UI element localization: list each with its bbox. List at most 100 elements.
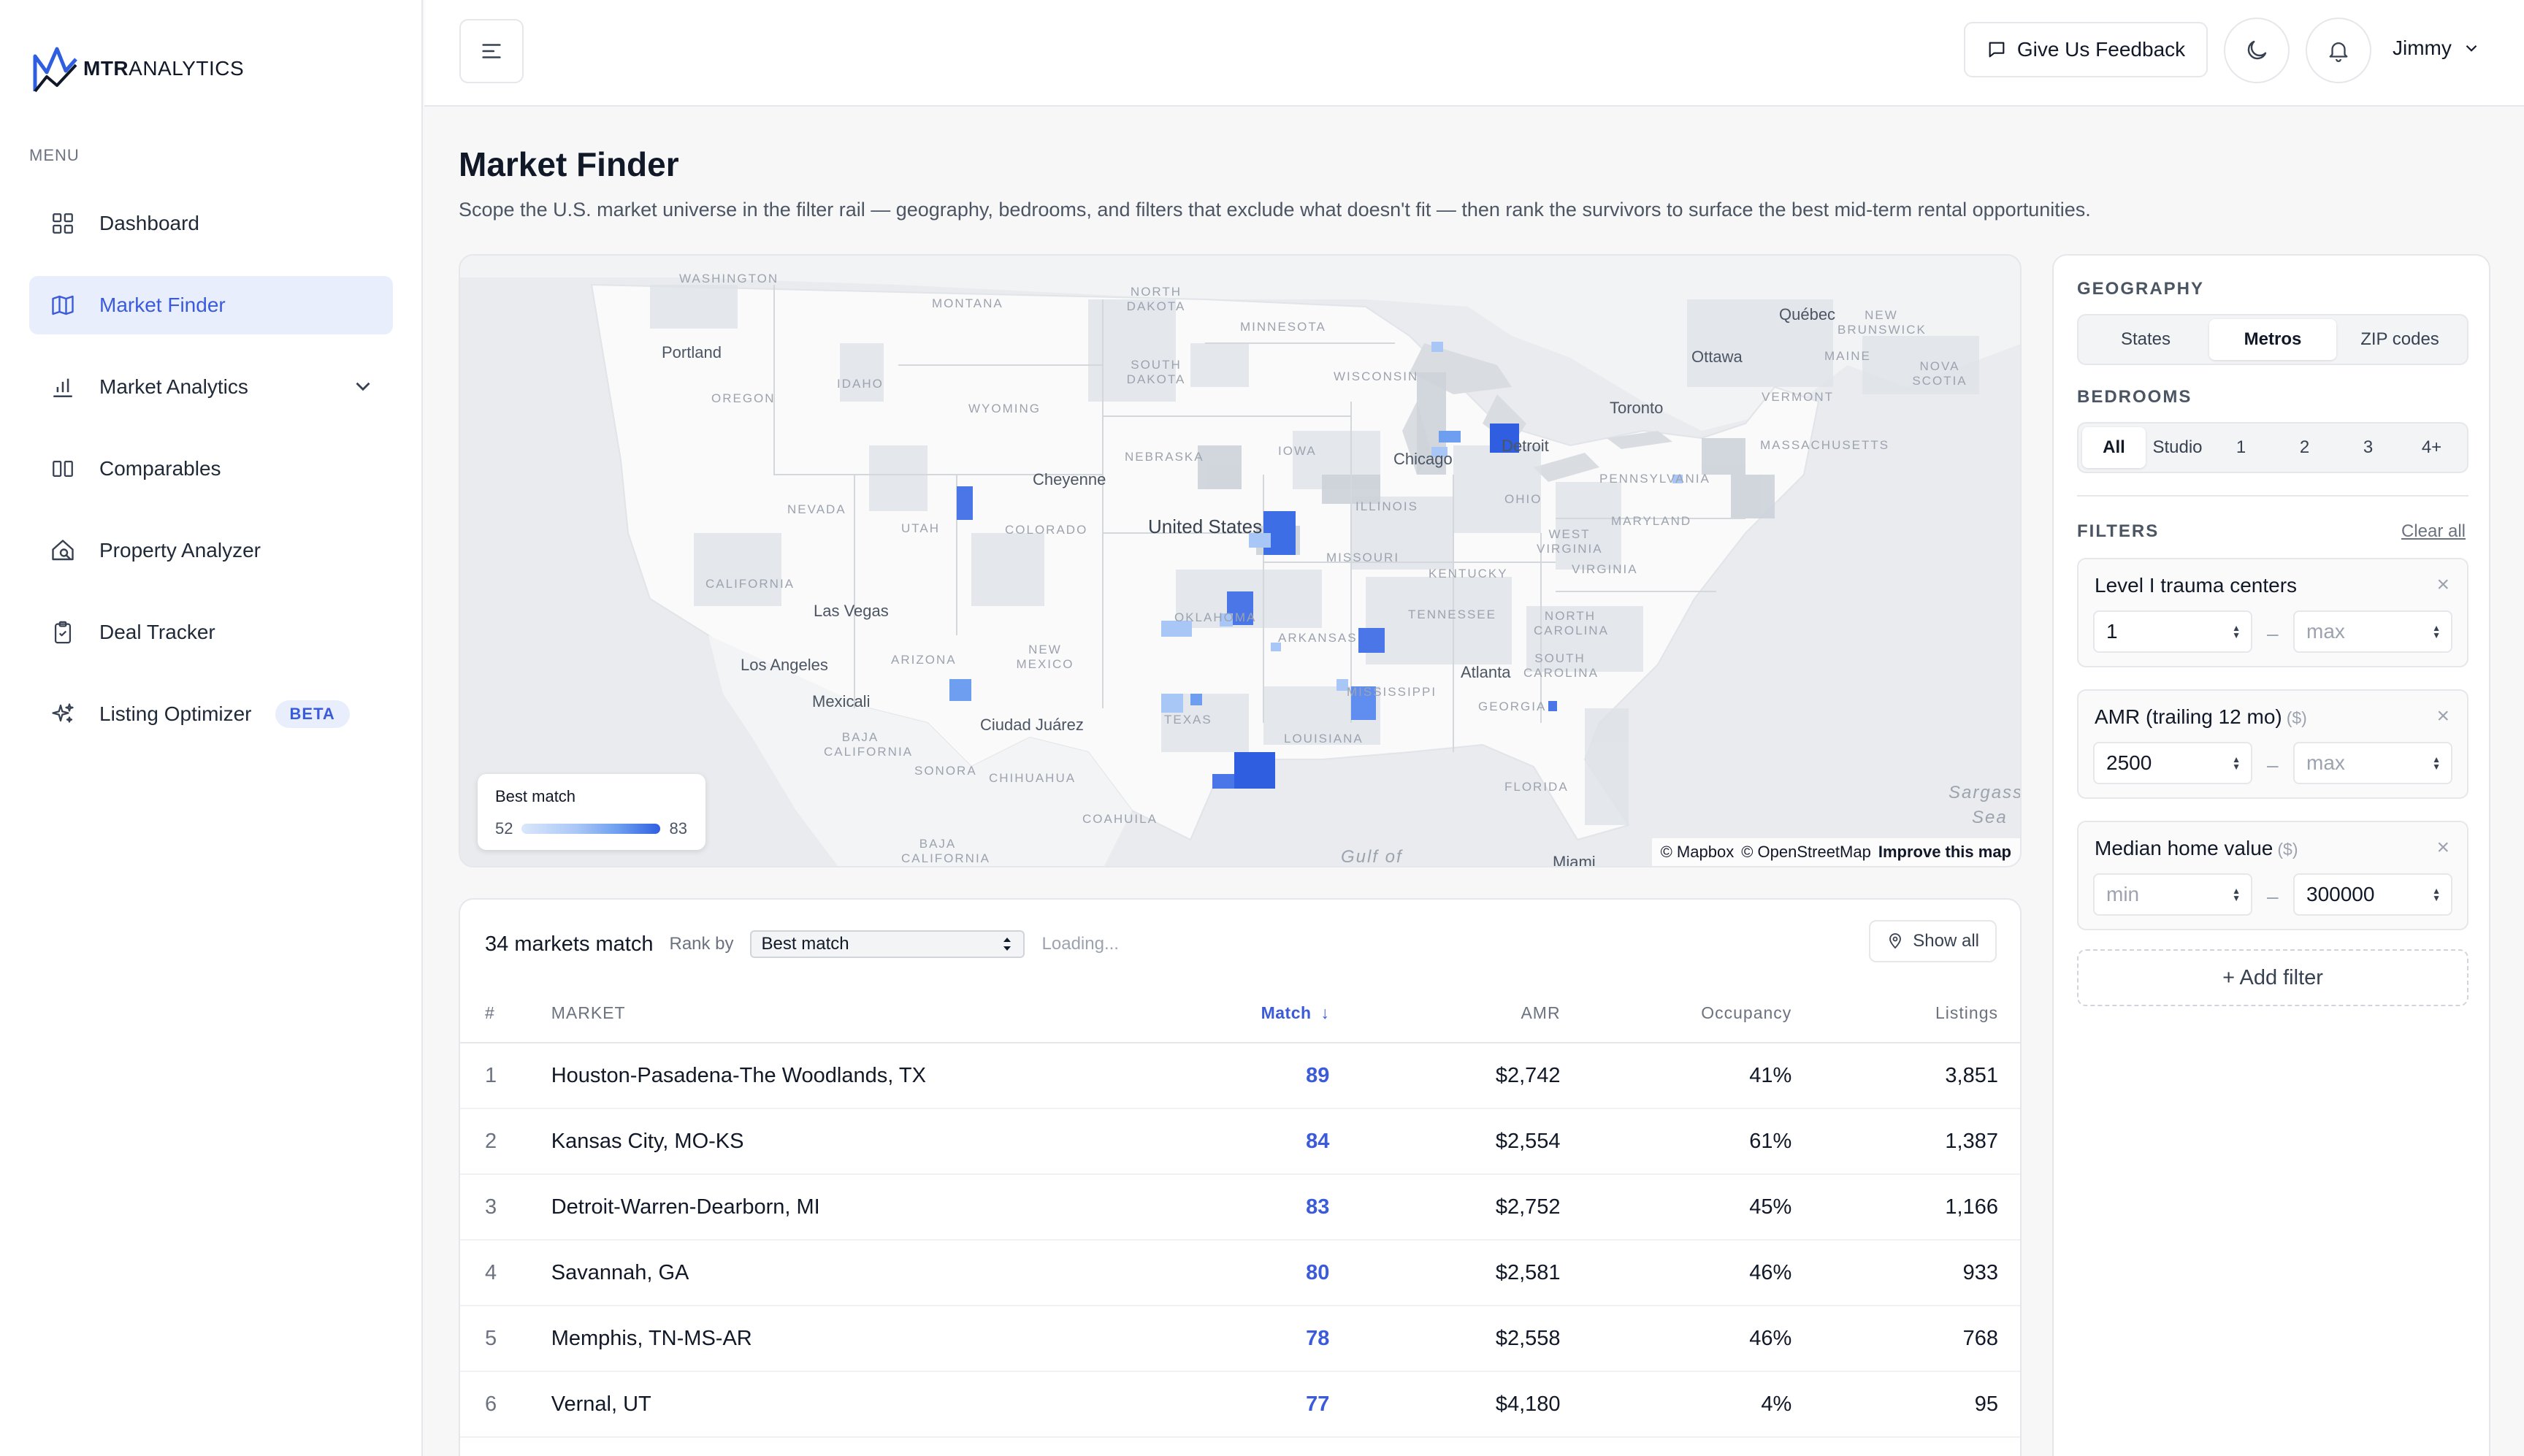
moon-icon — [2247, 40, 2267, 60]
map-label-state: WYOMING — [968, 402, 1041, 415]
stepper-icon[interactable]: ▲ ▼ — [2432, 623, 2441, 640]
column-match-label: Match — [1261, 1003, 1312, 1022]
map-label-state: CALIFORNIA — [705, 577, 795, 591]
bar-chart-icon — [48, 372, 77, 402]
stepper-icon[interactable]: ▲ ▼ — [2232, 886, 2241, 903]
map-legend: Best match 52 83 — [478, 774, 705, 850]
beta-badge: BETA — [275, 700, 350, 728]
stepper-icon[interactable]: ▲ ▼ — [2432, 754, 2441, 772]
page-title: Market Finder — [459, 145, 679, 183]
feedback-button[interactable]: Give Us Feedback — [1964, 22, 2208, 77]
column-market[interactable]: MARKET — [551, 984, 1114, 1043]
filter-max-input[interactable]: max ▲ ▼ — [2293, 742, 2452, 784]
select-arrows-icon — [1003, 938, 1011, 951]
column-listings[interactable]: Listings — [1791, 984, 2020, 1043]
map-label-state: UTAH — [901, 521, 941, 535]
cell-rank: 1 — [460, 1043, 551, 1109]
table-row[interactable]: 6 Vernal, UT 77 $4,180 4% 95 — [460, 1371, 2020, 1438]
sidebar-item-dashboard[interactable]: Dashboard — [29, 194, 393, 253]
clipboard-icon — [48, 618, 77, 647]
cell-match: 83 — [1113, 1174, 1330, 1241]
map-label-state: LOUISIANA — [1284, 732, 1364, 746]
bedroom-option-1[interactable]: 1 — [2236, 437, 2246, 457]
table-row[interactable]: 2 Kansas City, MO-KS 84 $2,554 61% 1,387 — [460, 1108, 2020, 1175]
map-label-state: MINNESOTA — [1240, 320, 1326, 334]
remove-filter-icon[interactable]: × — [2436, 704, 2450, 728]
sidebar-item-comparables[interactable]: Comparables — [29, 440, 393, 498]
map-label-country: United States — [1148, 516, 1263, 537]
rank-by-select[interactable]: Best match — [749, 930, 1025, 958]
table-row[interactable]: 3 Detroit-Warren-Dearborn, MI 83 $2,752 … — [460, 1174, 2020, 1241]
bedroom-option-3[interactable]: 3 — [2363, 437, 2374, 457]
bedroom-option-all[interactable]: All — [2082, 427, 2146, 468]
remove-filter-icon[interactable]: × — [2436, 572, 2450, 597]
geography-option-zip[interactable]: ZIP codes — [2360, 329, 2439, 349]
filters-label: FILTERS — [2077, 521, 2160, 541]
sidebar-item-market-analytics[interactable]: Market Analytics — [29, 358, 393, 416]
legend-min: 52 — [495, 819, 513, 838]
map-label-state: PENNSYLVANIA — [1599, 472, 1710, 486]
cell-market: Kansas City, MO-KS — [551, 1108, 1114, 1175]
improve-map-link[interactable]: Improve this map — [1878, 843, 2011, 861]
cell-amr: $2,752 — [1329, 1174, 1561, 1241]
map-label-state: FLORIDA — [1504, 780, 1569, 794]
map-label-state: WASHINGTON — [679, 272, 779, 286]
column-occupancy[interactable]: Occupancy — [1560, 984, 1792, 1043]
geography-option-metros[interactable]: Metros — [2209, 319, 2336, 360]
menu-label: MENU — [29, 146, 80, 164]
map-label-sea: Sargasso — [1949, 783, 2020, 802]
attribution-mapbox[interactable]: © Mapbox — [1660, 843, 1735, 861]
column-amr[interactable]: AMR — [1329, 984, 1561, 1043]
table-row[interactable]: 1 Houston-Pasadena-The Woodlands, TX 89 … — [460, 1043, 2020, 1109]
filter-min-input[interactable]: 2500 ▲ ▼ — [2093, 742, 2252, 784]
map-icon — [48, 291, 77, 320]
filter-min-input[interactable]: 1 ▲ ▼ — [2093, 610, 2252, 653]
cell-occupancy: 46% — [1560, 1240, 1792, 1306]
remove-filter-icon[interactable]: × — [2436, 835, 2450, 859]
cell-listings: 933 — [1791, 1240, 2020, 1306]
stepper-icon[interactable]: ▲ ▼ — [2432, 886, 2441, 903]
legend-max: 83 — [669, 819, 687, 838]
map-label-state: COLORADO — [1005, 523, 1088, 537]
menu-toggle-button[interactable] — [459, 19, 524, 83]
bedroom-option-4-plus[interactable]: 4+ — [2421, 437, 2442, 457]
show-all-button[interactable]: Show all — [1869, 920, 1997, 962]
add-filter-button[interactable]: + Add filter — [2077, 949, 2468, 1006]
filter-rail: GEOGRAPHY States Metros ZIP codes BEDROO… — [2052, 254, 2490, 1456]
filter-max-input[interactable]: 300000 ▲ ▼ — [2293, 873, 2452, 916]
sparkles-icon — [48, 700, 77, 729]
user-menu[interactable]: Jimmy — [2393, 37, 2481, 60]
attribution-osm[interactable]: © OpenStreetMap — [1741, 843, 1871, 861]
sidebar-item-market-finder[interactable]: Market Finder — [29, 276, 393, 334]
market-map[interactable]: WASHINGTON MONTANA NORTH DAKOTA MINNESOT… — [459, 254, 2022, 867]
filter-min-input[interactable]: min ▲ ▼ — [2093, 873, 2252, 916]
column-match[interactable]: Match ↓ — [1113, 984, 1330, 1043]
logo-text: MTRANALYTICS — [83, 57, 245, 80]
map-label-sea: Sea — [1972, 808, 2008, 827]
results-table: # MARKET Match ↓ AMR Occupancy Listings … — [460, 984, 2020, 1438]
map-label-state: NOVA SCOTIA — [1912, 359, 1967, 388]
sidebar-item-property-analyzer[interactable]: Property Analyzer — [29, 521, 393, 580]
cell-market: Savannah, GA — [551, 1240, 1114, 1306]
logo[interactable]: MTRANALYTICS — [32, 41, 244, 96]
sidebar-item-listing-optimizer[interactable]: Listing Optimizer BETA — [29, 685, 393, 743]
stepper-icon[interactable]: ▲ ▼ — [2232, 623, 2241, 640]
map-label-state: NORTH DAKOTA — [1126, 285, 1186, 313]
filter-max-input[interactable]: max ▲ ▼ — [2293, 610, 2452, 653]
sidebar-item-deal-tracker[interactable]: Deal Tracker — [29, 603, 393, 662]
map-label-state: NEW MEXICO — [1016, 643, 1074, 671]
stepper-icon[interactable]: ▲ ▼ — [2232, 754, 2241, 772]
table-row[interactable]: 5 Memphis, TN-MS-AR 78 $2,558 46% 768 — [460, 1306, 2020, 1372]
bedroom-option-2[interactable]: 2 — [2299, 437, 2310, 457]
geography-option-states[interactable]: States — [2120, 329, 2171, 349]
arrow-down-icon: ↓ — [1320, 1003, 1330, 1022]
table-row[interactable]: 4 Savannah, GA 80 $2,581 46% 933 — [460, 1240, 2020, 1306]
chevron-down-icon[interactable] — [351, 374, 375, 404]
cell-market: Houston-Pasadena-The Woodlands, TX — [551, 1043, 1114, 1109]
map-label-state: KENTUCKY — [1429, 567, 1508, 581]
show-all-label: Show all — [1913, 931, 1979, 951]
notifications-button[interactable] — [2306, 18, 2371, 83]
theme-toggle-button[interactable] — [2224, 18, 2290, 83]
clear-all-link[interactable]: Clear all — [2401, 521, 2466, 541]
bedroom-option-studio[interactable]: Studio — [2152, 437, 2203, 457]
